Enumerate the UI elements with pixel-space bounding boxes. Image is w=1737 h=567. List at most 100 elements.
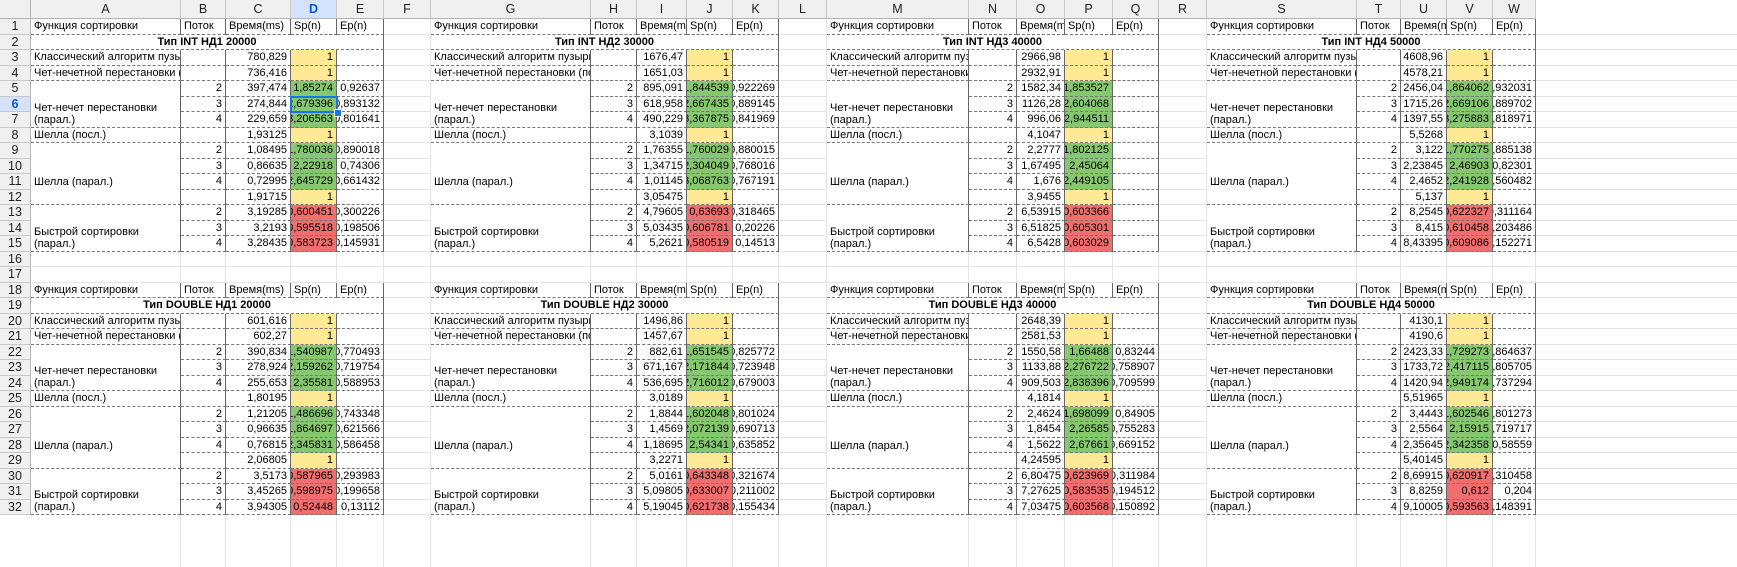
label-shell-par-1[interactable]: Шелла (парал.) [31, 143, 181, 205]
cell-B25[interactable] [181, 391, 226, 407]
cell-K27[interactable]: 0,690713 [733, 422, 779, 438]
cell-M21[interactable]: Чет-нечетной перестановки (посл.) [827, 329, 969, 345]
cell-J11[interactable]: 3,068763 [687, 174, 733, 190]
cell-V29[interactable]: 1 [1447, 453, 1493, 469]
cell-J9[interactable]: 1,760029 [687, 143, 733, 159]
cell-H4[interactable] [591, 65, 637, 81]
cell-W14[interactable]: 0,203486 [1493, 220, 1536, 236]
cell-H1[interactable]: Поток [591, 19, 637, 35]
cell-W29[interactable] [1493, 453, 1536, 469]
cell-K9[interactable]: 0,880015 [733, 143, 779, 159]
cell-D11[interactable]: 2,645729 [291, 174, 337, 190]
cell-K10[interactable]: 0,768016 [733, 158, 779, 174]
cell-V20[interactable]: 1 [1447, 313, 1493, 329]
cell-C10[interactable]: 0,86635 [226, 158, 291, 174]
cell-P13[interactable]: 0,603366 [1065, 205, 1113, 221]
cell-C13[interactable]: 3,19285 [226, 205, 291, 221]
cell-D15[interactable]: 0,583723 [291, 236, 337, 252]
cell-B1[interactable]: Поток [181, 19, 226, 35]
cell-U6[interactable]: 1715,26 [1401, 96, 1447, 112]
cell-N11[interactable]: 4 [969, 174, 1017, 190]
row-header-19[interactable]: 19 [0, 298, 31, 314]
cell-G21[interactable]: Чет-нечетной перестановки (посл.) [431, 329, 591, 345]
cell-W9[interactable]: 0,885138 [1493, 143, 1536, 159]
cell-P11[interactable]: 2,449105 [1065, 174, 1113, 190]
cell-H12[interactable] [591, 189, 637, 205]
cell-V13[interactable]: 0,622327 [1447, 205, 1493, 221]
label-quick-par-4[interactable]: Быстрой сортировки (парал.) [1207, 205, 1357, 252]
cell-O3[interactable]: 2966,98 [1017, 50, 1065, 66]
cell-B28[interactable]: 4 [181, 437, 226, 453]
cell-H29[interactable] [591, 453, 637, 469]
cell-D25[interactable]: 1 [291, 391, 337, 407]
cell-D12[interactable]: 1 [291, 189, 337, 205]
cell-D29[interactable]: 1 [291, 453, 337, 469]
cell-J4[interactable]: 1 [687, 65, 733, 81]
cell-B31[interactable]: 3 [181, 484, 226, 500]
row-header-23[interactable]: 23 [0, 360, 31, 376]
row-header-30[interactable]: 30 [0, 468, 31, 484]
cell-H6[interactable]: 3 [591, 96, 637, 112]
column-header-A[interactable]: A [31, 0, 181, 19]
cell-D18[interactable]: Sp(n) [291, 282, 337, 298]
cell-B30[interactable]: 2 [181, 468, 226, 484]
cell-H22[interactable]: 2 [591, 344, 637, 360]
cell-V12[interactable]: 1 [1447, 189, 1493, 205]
cell-E14[interactable]: 0,198506 [337, 220, 384, 236]
cell-E21[interactable] [337, 329, 384, 345]
cell-T28[interactable]: 4 [1357, 437, 1401, 453]
cell-Q32[interactable]: 0,150892 [1113, 499, 1159, 515]
cell-D7[interactable]: 3,206563 [291, 112, 337, 128]
row-header-16[interactable]: 16 [0, 251, 31, 267]
cell-E3[interactable] [337, 50, 384, 66]
cell-B20[interactable] [181, 313, 226, 329]
cell-C23[interactable]: 278,924 [226, 360, 291, 376]
cell-E22[interactable]: 0,770493 [337, 344, 384, 360]
cell-E4[interactable] [337, 65, 384, 81]
cell-C20[interactable]: 601,616 [226, 313, 291, 329]
cell-O21[interactable]: 2581,53 [1017, 329, 1065, 345]
cell-B32[interactable]: 4 [181, 499, 226, 515]
cell-O15[interactable]: 6,5428 [1017, 236, 1065, 252]
cell-U5[interactable]: 2456,04 [1401, 81, 1447, 97]
cell-G1[interactable]: Функция сортировки [431, 19, 591, 35]
cell-T1[interactable]: Поток [1357, 19, 1401, 35]
cell-O12[interactable]: 3,9455 [1017, 189, 1065, 205]
cell-E10[interactable]: 0,74306 [337, 158, 384, 174]
cell-H7[interactable]: 4 [591, 112, 637, 128]
cell-U24[interactable]: 1420,94 [1401, 375, 1447, 391]
cell-D23[interactable]: 2,159262 [291, 360, 337, 376]
cell-V28[interactable]: 2,342358 [1447, 437, 1493, 453]
cell-T18[interactable]: Поток [1357, 282, 1401, 298]
cell-V15[interactable]: 0,609086 [1447, 236, 1493, 252]
cell-J7[interactable]: 3,367875 [687, 112, 733, 128]
cell-D31[interactable]: 0,598975 [291, 484, 337, 500]
cell-B8[interactable] [181, 127, 226, 143]
row-header-14[interactable]: 14 [0, 220, 31, 236]
cell-P18[interactable]: Sp(n) [1065, 282, 1113, 298]
cell-H25[interactable] [591, 391, 637, 407]
cell-N14[interactable]: 3 [969, 220, 1017, 236]
cell-C11[interactable]: 0,72995 [226, 174, 291, 190]
cell-N26[interactable]: 2 [969, 406, 1017, 422]
cell-O22[interactable]: 1550,58 [1017, 344, 1065, 360]
cell-G25[interactable]: Шелла (посл.) [431, 391, 591, 407]
cell-W30[interactable]: 0,310458 [1493, 468, 1536, 484]
cell-W11[interactable]: 0,560482 [1493, 174, 1536, 190]
cell-K1[interactable]: Ep(n) [733, 19, 779, 35]
cell-O1[interactable]: Время(m [1017, 19, 1065, 35]
cell-Q24[interactable]: 0,709599 [1113, 375, 1159, 391]
row-header-27[interactable]: 27 [0, 422, 31, 438]
cell-I27[interactable]: 1,4569 [637, 422, 687, 438]
label-oddeven-par-2[interactable]: Чет-нечет перестановки (парал.) [431, 81, 591, 128]
cell-D27[interactable]: 1,864697 [291, 422, 337, 438]
column-header-P[interactable]: P [1065, 0, 1113, 19]
row-header-4[interactable]: 4 [0, 65, 31, 81]
cell-N13[interactable]: 2 [969, 205, 1017, 221]
cell-W23[interactable]: 0,805705 [1493, 360, 1536, 376]
cell-O30[interactable]: 6,80475 [1017, 468, 1065, 484]
cell-W20[interactable] [1493, 313, 1536, 329]
cell-H18[interactable]: Поток [591, 282, 637, 298]
cell-T23[interactable]: 3 [1357, 360, 1401, 376]
